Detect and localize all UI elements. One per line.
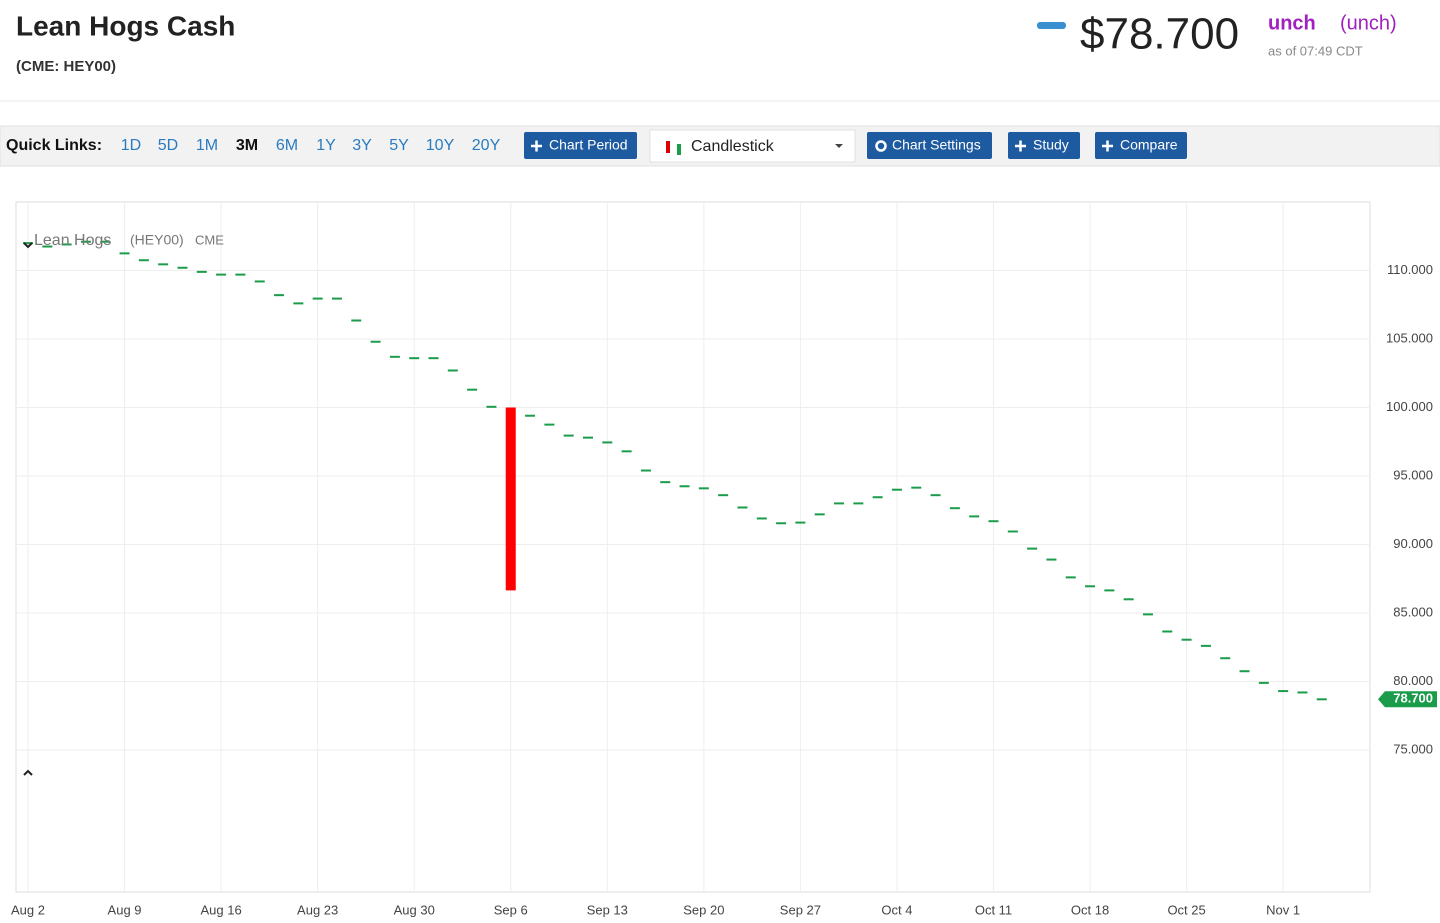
button-bg bbox=[524, 132, 637, 159]
button-label: Compare bbox=[1120, 137, 1178, 153]
candle-icon bbox=[666, 141, 670, 153]
x-tick-label: Nov 1 bbox=[1266, 902, 1300, 917]
symbol: (CME: HEY00) bbox=[16, 58, 116, 75]
chart: 75.000 80.000 85.000 90.000 95.000 100.000 105… bbox=[11, 202, 1437, 917]
y-tick-label: 110.000 bbox=[1387, 262, 1433, 277]
button-bg bbox=[1095, 132, 1187, 159]
x-tick-label: Aug 2 bbox=[11, 902, 45, 917]
x-tick-label: Aug 30 bbox=[394, 902, 435, 917]
legend-name: Lean Hogs bbox=[34, 232, 111, 249]
candle-icon bbox=[677, 144, 681, 155]
x-tick-label: Aug 16 bbox=[200, 902, 241, 917]
dropdown-bg bbox=[649, 129, 856, 163]
x-tick-label: Sep 20 bbox=[683, 902, 724, 917]
button-bg bbox=[1008, 132, 1080, 159]
price: $78.700 bbox=[1080, 10, 1239, 59]
last-price-label: 78.700 bbox=[1393, 691, 1433, 706]
period-link[interactable]: 5Y bbox=[389, 137, 409, 154]
x-tick-label: Oct 25 bbox=[1167, 902, 1205, 917]
period-link[interactable]: 5D bbox=[158, 137, 178, 154]
y-tick-label: 90.000 bbox=[1393, 536, 1433, 551]
x-tick-label: Aug 23 bbox=[297, 902, 338, 917]
study-button[interactable]: Study bbox=[1008, 132, 1080, 159]
timestamp: as of 07:49 CDT bbox=[1268, 43, 1363, 58]
change: unch bbox=[1268, 12, 1316, 34]
x-tick-label: Sep 13 bbox=[587, 902, 628, 917]
y-tick-label: 75.000 bbox=[1393, 741, 1433, 756]
period-link[interactable]: 3Y bbox=[352, 137, 372, 154]
period-link[interactable]: 1Y bbox=[316, 137, 336, 154]
plus-icon bbox=[1102, 140, 1113, 152]
chart-settings-button[interactable]: Chart Settings bbox=[867, 132, 992, 159]
title: Lean Hogs Cash bbox=[16, 10, 235, 41]
dropdown-label: Candlestick bbox=[691, 138, 775, 155]
collapse-icon[interactable] bbox=[23, 242, 33, 249]
chart-type-dropdown[interactable]: Candlestick bbox=[649, 129, 856, 163]
plus-icon bbox=[531, 140, 542, 152]
plot-frame bbox=[15, 201, 1371, 893]
last-price-tag bbox=[1378, 691, 1437, 708]
unchanged-icon bbox=[1037, 22, 1066, 29]
period-link[interactable]: 6M bbox=[276, 137, 298, 154]
x-tick-label: Sep 27 bbox=[780, 902, 821, 917]
legend-symbol: (HEY00) bbox=[130, 232, 184, 248]
x-tick-label: Sep 6 bbox=[494, 902, 528, 917]
gear-icon bbox=[875, 140, 887, 152]
x-tick-label: Oct 4 bbox=[881, 902, 912, 917]
compare-button[interactable]: Compare bbox=[1095, 132, 1187, 159]
period-link[interactable]: 1M bbox=[196, 137, 218, 154]
x-tick-label: Oct 18 bbox=[1071, 902, 1109, 917]
chart-period-button[interactable]: Chart Period bbox=[524, 132, 637, 159]
period-link[interactable]: 20Y bbox=[472, 137, 501, 154]
y-tick-label: 100.000 bbox=[1386, 399, 1433, 414]
button-bg bbox=[867, 132, 992, 159]
change-pct: (unch) bbox=[1340, 12, 1397, 34]
y-tick-label: 80.000 bbox=[1393, 673, 1433, 688]
button-label: Study bbox=[1033, 137, 1069, 153]
button-label: Chart Period bbox=[549, 137, 628, 153]
x-tick-label: Aug 9 bbox=[108, 902, 142, 917]
legend-exchange: CME bbox=[195, 232, 224, 247]
period-link[interactable]: 1D bbox=[121, 137, 141, 154]
candle bbox=[505, 407, 516, 591]
plus-icon bbox=[1015, 140, 1026, 152]
x-tick-label: Oct 11 bbox=[975, 902, 1012, 917]
period-links: 1D 5D 1M 3M 6M 1Y 3Y 5Y 10Y 20Y bbox=[121, 137, 501, 154]
period-link[interactable]: 10Y bbox=[426, 137, 455, 154]
button-label: Chart Settings bbox=[892, 137, 981, 153]
y-tick-label: 105.000 bbox=[1386, 330, 1433, 345]
y-tick-label: 95.000 bbox=[1393, 467, 1433, 482]
quick-links-label: Quick Links: bbox=[6, 137, 102, 154]
period-link[interactable]: 3M bbox=[236, 137, 258, 154]
caret bbox=[835, 144, 843, 148]
expand-icon[interactable] bbox=[23, 769, 33, 776]
y-tick-label: 85.000 bbox=[1393, 604, 1433, 619]
